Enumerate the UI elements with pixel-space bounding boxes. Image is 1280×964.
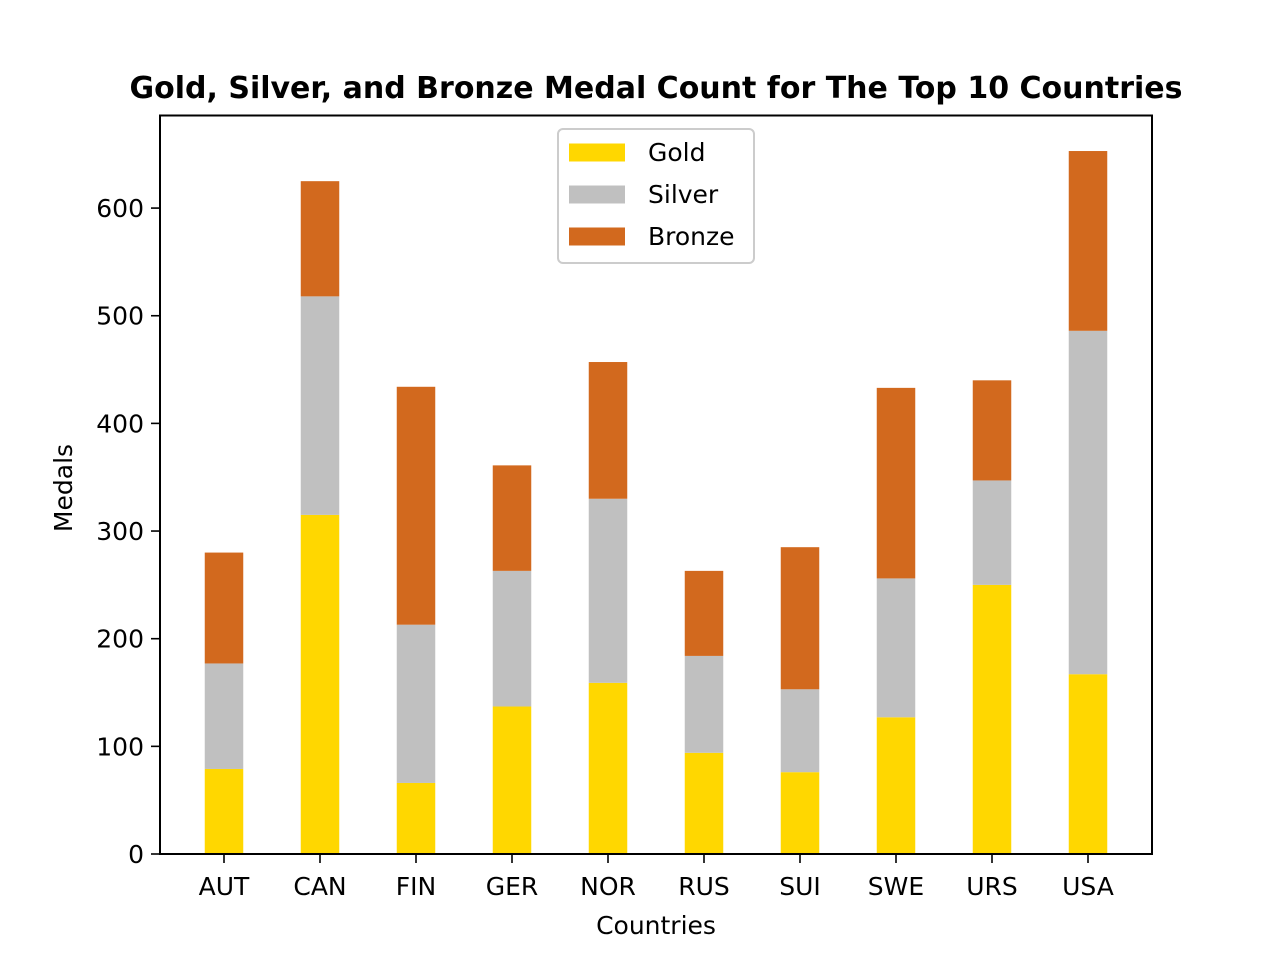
x-tick-label-usa: USA (1062, 872, 1114, 901)
bar-silver-urs (972, 480, 1012, 585)
legend-label-bronze: Bronze (648, 222, 735, 251)
bar-silver-ger (492, 570, 532, 707)
bar-silver-swe (876, 578, 916, 718)
y-tick-label: 0 (128, 840, 144, 869)
bar-gold-usa (1068, 674, 1108, 854)
legend-swatch-silver (569, 185, 625, 204)
bar-gold-sui (780, 772, 820, 854)
legend: Gold Silver Bronze (557, 128, 755, 264)
bar-bronze-can (300, 181, 340, 297)
bar-gold-ger (492, 706, 532, 854)
x-tick-label-urs: URS (966, 872, 1018, 901)
x-tick-label-aut: AUT (199, 872, 250, 901)
x-tick-label-ger: GER (486, 872, 539, 901)
x-tick-label-rus: RUS (678, 872, 730, 901)
bar-bronze-urs (972, 380, 1012, 481)
bars-layer (204, 151, 1108, 854)
chart-title: Gold, Silver, and Bronze Medal Count for… (130, 71, 1183, 106)
plot-frame (159, 114, 1153, 855)
legend-label-gold: Gold (648, 138, 705, 167)
y-tick-label: 600 (96, 194, 144, 223)
bar-silver-sui (780, 689, 820, 773)
bar-bronze-swe (876, 387, 916, 579)
legend-label-silver: Silver (648, 180, 719, 209)
bar-silver-nor (588, 498, 628, 683)
x-tick-label-swe: SWE (868, 872, 924, 901)
bar-bronze-aut (204, 552, 244, 664)
y-axis-label: Medals (49, 444, 78, 532)
bar-silver-fin (396, 624, 436, 783)
bar-silver-usa (1068, 330, 1108, 675)
bar-silver-can (300, 296, 340, 515)
bar-gold-swe (876, 717, 916, 854)
bar-bronze-usa (1068, 151, 1108, 331)
bar-gold-nor (588, 682, 628, 854)
legend-swatch-bronze (569, 227, 625, 246)
y-tick-label: 100 (96, 732, 144, 761)
bar-bronze-fin (396, 386, 436, 625)
bar-bronze-rus (684, 570, 724, 656)
bar-bronze-nor (588, 362, 628, 499)
y-tick-label: 400 (96, 409, 144, 438)
y-tick-label: 500 (96, 302, 144, 331)
bar-silver-aut (204, 663, 244, 769)
bar-bronze-sui (780, 547, 820, 690)
bar-gold-fin (396, 782, 436, 854)
bar-gold-can (300, 514, 340, 854)
bar-gold-urs (972, 584, 1012, 854)
x-tick-label-fin: FIN (396, 872, 436, 901)
x-axis-label: Countries (596, 911, 716, 940)
x-tick-label-sui: SUI (779, 872, 821, 901)
bar-gold-aut (204, 768, 244, 854)
bar-gold-rus (684, 752, 724, 854)
x-tick-label-can: CAN (293, 872, 346, 901)
y-tick-label: 200 (96, 625, 144, 654)
legend-swatch-gold (569, 143, 625, 162)
bar-bronze-ger (492, 465, 532, 571)
x-tick-label-nor: NOR (580, 872, 636, 901)
bar-silver-rus (684, 655, 724, 753)
y-tick-label: 300 (96, 517, 144, 546)
axes-layer: 0 100 200 300 400 500 600 AUT CAN FIN GER NOR RUS SUI… (96, 194, 1114, 901)
